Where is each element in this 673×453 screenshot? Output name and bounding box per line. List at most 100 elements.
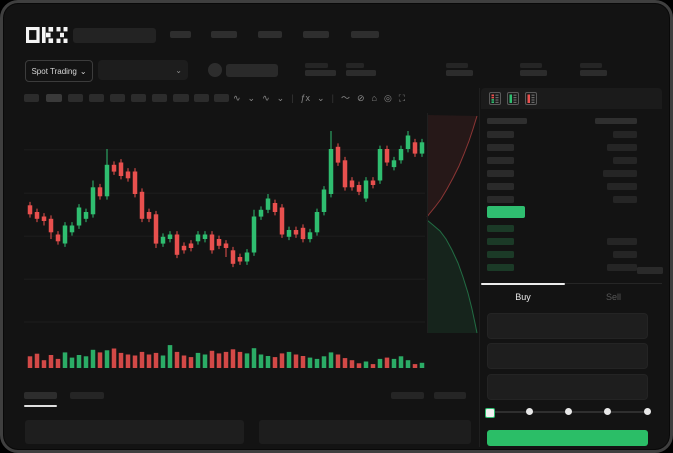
buy-button[interactable] <box>487 430 648 446</box>
volume-bar <box>342 358 348 368</box>
bid-amount-bar <box>607 264 637 271</box>
slider-stop-25[interactable] <box>525 408 533 415</box>
ask-row[interactable] <box>481 170 662 179</box>
nav-item-4[interactable] <box>351 31 379 38</box>
chevron-down-icon[interactable]: ⌄ <box>276 93 285 103</box>
timeframe-button-7[interactable] <box>173 94 189 102</box>
candle-body <box>384 149 390 163</box>
snapshot-icon[interactable]: ⌂ <box>371 93 377 103</box>
bottom-tab-1[interactable] <box>70 392 104 399</box>
ask-amount-bar <box>603 170 637 177</box>
chevron-down-icon[interactable]: ⌄ <box>317 93 325 103</box>
timeframe-button-6[interactable] <box>152 94 167 102</box>
volume-bar <box>272 357 278 368</box>
timeframe-button-1[interactable] <box>46 94 62 102</box>
depth-asks-line <box>426 115 478 218</box>
bottom-tab-0[interactable] <box>24 392 57 399</box>
header-search-bar[interactable] <box>73 28 156 43</box>
stat-label-0 <box>305 63 328 68</box>
candle-body <box>132 171 138 194</box>
ask-amount-bar <box>607 183 637 190</box>
candlestick-chart[interactable] <box>21 109 481 381</box>
view-combined-icon[interactable] <box>489 92 501 105</box>
timeframe-button-9[interactable] <box>214 94 229 102</box>
ask-amount-bar <box>607 144 637 151</box>
bottom-action-1[interactable] <box>434 392 466 399</box>
ask-row[interactable] <box>481 183 662 192</box>
depth-bids-area <box>427 220 477 333</box>
chevron-down-icon[interactable]: ⌄ <box>247 93 256 103</box>
nav-item-1[interactable] <box>211 31 237 38</box>
bid-price-bar <box>487 238 514 245</box>
view-asks-icon[interactable] <box>525 92 537 105</box>
nav-item-3[interactable] <box>303 31 329 38</box>
tab-buy[interactable]: Buy <box>515 292 531 302</box>
eraser-icon[interactable]: ⊘ <box>356 93 365 103</box>
volume-bar <box>34 353 40 368</box>
volume-bar <box>370 364 376 368</box>
candle-body <box>76 207 82 226</box>
fullscreen-icon[interactable]: ⛶ <box>398 93 406 103</box>
chart-style-icon[interactable]: ∿ <box>262 93 270 103</box>
volume-bar <box>307 357 313 368</box>
bid-price-bar <box>487 225 514 232</box>
bid-row[interactable] <box>481 225 662 234</box>
market-mode-label: Spot Trading <box>31 66 77 76</box>
ask-amount-bar <box>613 131 637 138</box>
depth-bids-line <box>426 219 478 334</box>
ask-row[interactable] <box>481 131 662 140</box>
slider-stop-75[interactable] <box>604 408 612 415</box>
order-input-1[interactable] <box>487 343 648 369</box>
trade-tabs: Buy Sell <box>481 283 662 309</box>
volume-bar <box>398 356 404 368</box>
timeframe-button-5[interactable] <box>131 94 146 102</box>
timeframe-button-0[interactable] <box>24 94 39 102</box>
volume-bar <box>118 352 124 368</box>
tab-sell[interactable]: Sell <box>605 292 621 302</box>
candle-body <box>202 234 208 239</box>
amount-slider[interactable] <box>485 405 651 419</box>
view-bids-icon[interactable] <box>507 92 519 105</box>
candle-body <box>111 164 117 172</box>
indicators-icon[interactable]: ƒx <box>300 93 311 103</box>
bid-amount-bar <box>607 238 637 245</box>
nav-item-2[interactable] <box>258 31 282 38</box>
market-mode-select[interactable]: Spot Trading ⌄ <box>25 60 93 82</box>
slider-stop-100[interactable] <box>643 408 651 415</box>
trendline-icon[interactable]: ～ <box>340 93 350 103</box>
settings-icon[interactable]: ◎ <box>383 93 392 103</box>
volume-bar <box>209 350 215 368</box>
candle-body <box>48 218 54 233</box>
volume-bar <box>62 352 68 368</box>
ask-row[interactable] <box>481 144 662 153</box>
slider-stop-50[interactable] <box>565 408 572 415</box>
bottom-action-0[interactable] <box>391 392 424 399</box>
candle-body <box>370 180 376 185</box>
order-input-2[interactable] <box>487 374 648 400</box>
ask-row[interactable] <box>481 157 662 166</box>
timeframe-button-2[interactable] <box>68 94 83 102</box>
candle-body <box>181 245 187 251</box>
slider-stop-0[interactable] <box>485 407 495 418</box>
timeframe-button-4[interactable] <box>110 94 125 102</box>
pair-dropdown[interactable]: ⌄ <box>98 60 188 80</box>
volume-bar <box>405 360 411 368</box>
bid-row[interactable] <box>481 238 662 247</box>
volume-bar <box>321 356 327 368</box>
nav-item-0[interactable] <box>170 31 191 38</box>
timeframe-button-3[interactable] <box>89 94 104 102</box>
candle-type-icon[interactable]: ∿ <box>233 93 241 103</box>
order-input-0[interactable] <box>487 313 648 339</box>
timeframe-button-8[interactable] <box>194 94 209 102</box>
okx-logo[interactable] <box>26 27 68 43</box>
volume-bar <box>223 351 229 368</box>
bottom-panel-1 <box>259 420 471 444</box>
bid-row[interactable] <box>481 264 662 273</box>
ask-row[interactable] <box>481 196 662 205</box>
last-price-bar[interactable] <box>487 206 525 218</box>
candle-body <box>153 214 159 244</box>
stat-value-3 <box>520 70 547 76</box>
bid-row[interactable] <box>481 251 662 260</box>
candle-body <box>55 234 61 242</box>
candle-body <box>363 180 369 199</box>
